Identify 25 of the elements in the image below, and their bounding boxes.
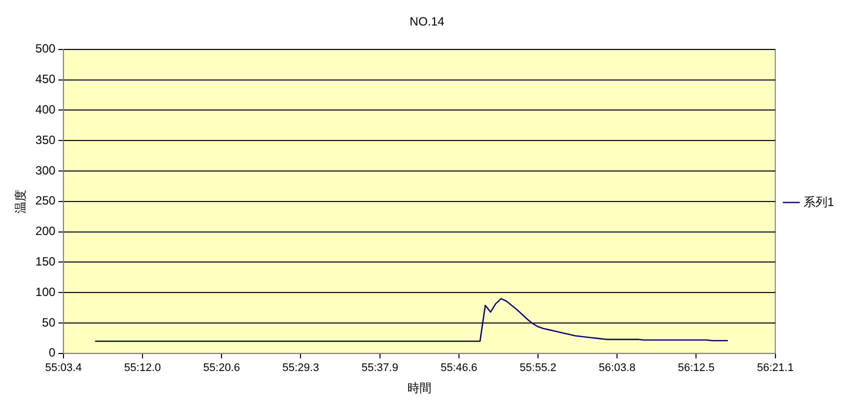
y-tick-label: 100: [35, 284, 56, 299]
x-tick-label: 55:29.3: [282, 362, 320, 374]
x-tick-label: 55:20.6: [203, 362, 240, 374]
y-tick-label: 400: [35, 102, 56, 117]
y-tick-label: 150: [35, 254, 56, 269]
legend-label: 系列1: [803, 194, 834, 209]
chart-title: NO.14: [410, 14, 445, 29]
x-axis-title: 時間: [407, 381, 432, 396]
x-tick-label: 56:21.1: [756, 362, 794, 374]
x-tick-label: 56:12.5: [678, 362, 715, 374]
y-axis-title: 温度: [14, 189, 28, 214]
x-tick-label: 55:37.9: [361, 362, 398, 374]
y-tick-label: 50: [42, 315, 56, 330]
y-tick-label: 200: [35, 224, 56, 238]
x-tick-label: 55:03.4: [45, 362, 82, 374]
y-tick-label: 250: [35, 194, 56, 208]
x-tick-label: 55:46.6: [440, 362, 478, 374]
x-tick-label: 55:12.0: [124, 362, 161, 374]
y-tick-label: 0: [48, 346, 56, 360]
x-tick-label: 56:03.8: [598, 362, 636, 374]
y-tick-label: 450: [35, 72, 56, 86]
y-tick-label: 350: [35, 132, 56, 147]
y-tick-label: 500: [35, 42, 56, 56]
x-tick-label: 55:55.2: [520, 362, 556, 374]
y-tick-label: 300: [35, 163, 56, 178]
